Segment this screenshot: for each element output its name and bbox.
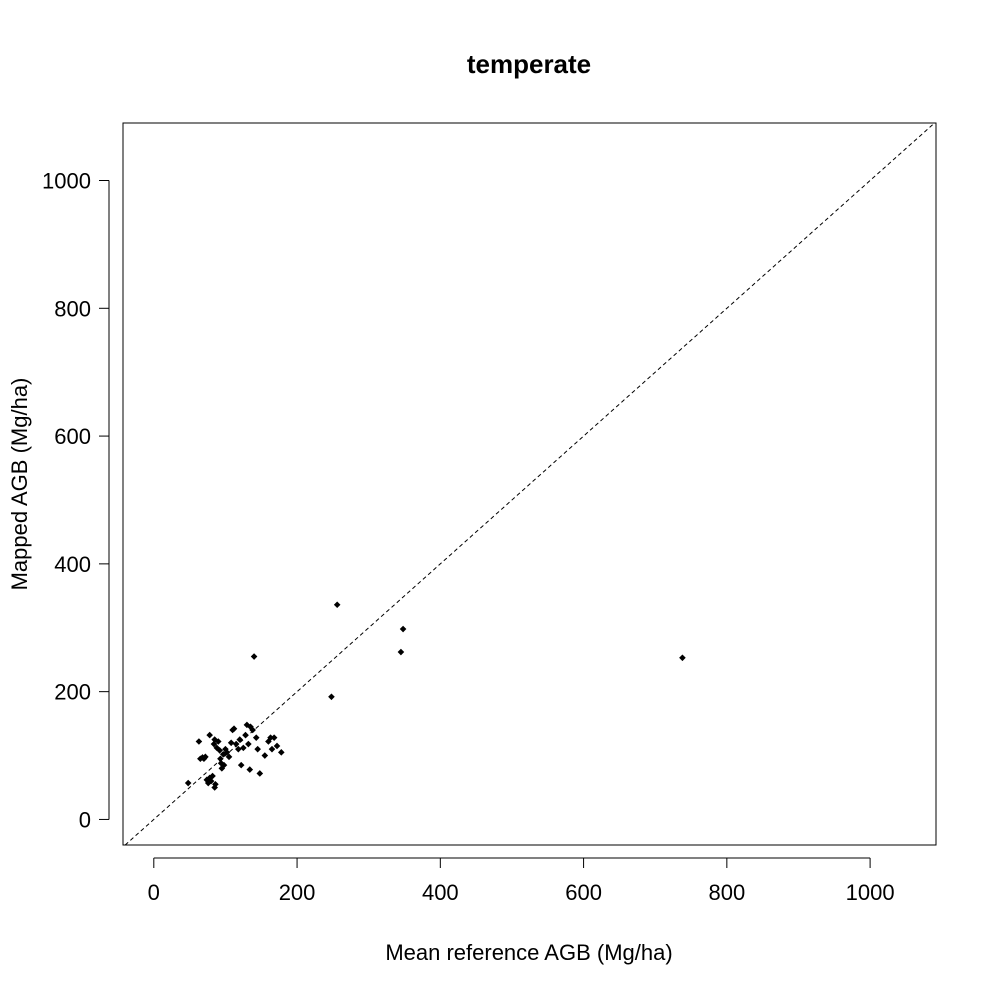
data-point (333, 601, 341, 609)
data-point (227, 739, 235, 747)
data-point (232, 740, 240, 748)
data-point (230, 725, 238, 733)
data-point (256, 770, 264, 777)
data-point (249, 726, 256, 734)
data-point (679, 654, 686, 662)
data-point (237, 761, 245, 769)
y-tick-label: 600 (54, 424, 91, 449)
y-tick-label: 1000 (42, 169, 91, 194)
y-tick-label: 800 (54, 296, 91, 321)
data-point (235, 745, 242, 753)
y-axis-label: Mapped AGB (Mg/ha) (7, 378, 32, 591)
data-point (222, 745, 229, 753)
data-point (217, 755, 224, 763)
data-point (216, 747, 224, 754)
data-point (184, 779, 192, 787)
data-point (212, 781, 219, 788)
plot-frame (122, 122, 937, 846)
y-tick-label: 200 (54, 680, 91, 705)
data-point (273, 742, 281, 750)
data-point (397, 648, 405, 656)
data-point (206, 774, 213, 782)
x-tick-label: 0 (148, 880, 160, 905)
data-point (220, 761, 228, 769)
data-point (245, 740, 252, 748)
data-point (252, 734, 260, 741)
chart-title: temperate (467, 49, 591, 79)
data-point (236, 736, 244, 743)
x-tick-label: 800 (708, 880, 745, 905)
x-axis-label: Mean reference AGB (Mg/ha) (385, 940, 672, 965)
one-to-one-reference-line (124, 122, 935, 846)
x-tick-label: 400 (422, 880, 459, 905)
data-point (246, 766, 254, 773)
data-point (217, 759, 225, 767)
x-tick-label: 600 (565, 880, 602, 905)
data-point (270, 734, 278, 741)
x-tick-label: 1000 (846, 880, 895, 905)
x-tick-label: 200 (279, 880, 316, 905)
data-point (261, 752, 269, 759)
data-point (223, 749, 231, 756)
data-point (267, 734, 274, 741)
data-point (210, 740, 218, 748)
y-tick-label: 0 (79, 807, 91, 832)
data-point (240, 744, 247, 752)
data-point (242, 731, 249, 739)
data-point (254, 745, 261, 753)
data-point (250, 653, 258, 660)
data-point (399, 625, 407, 633)
data-point (214, 738, 222, 745)
data-point (243, 721, 251, 729)
data-point (195, 738, 203, 745)
data-point (268, 745, 276, 753)
data-point (225, 753, 233, 761)
data-point (207, 777, 215, 785)
data-point (206, 731, 213, 739)
data-point (328, 693, 335, 701)
data-point (209, 772, 216, 780)
data-point (278, 749, 285, 756)
y-tick-label: 400 (54, 552, 91, 577)
data-point (202, 753, 209, 761)
